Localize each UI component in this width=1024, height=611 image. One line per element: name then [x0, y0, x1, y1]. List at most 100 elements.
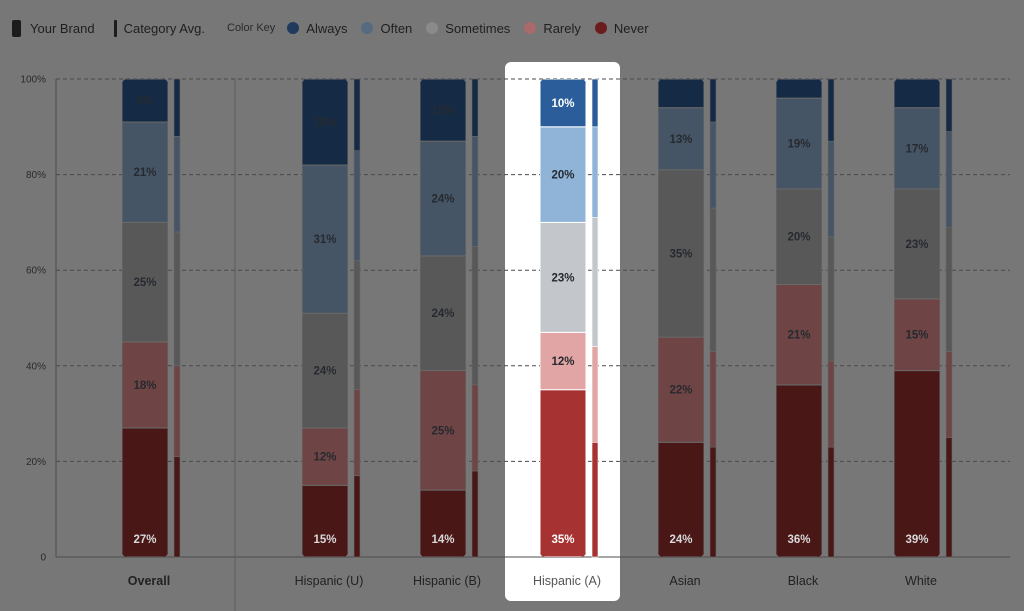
data-label: 12%: [551, 356, 574, 368]
y-tick-label: 0: [40, 553, 46, 564]
category-avg-segment-rarely: [827, 360, 835, 448]
data-label: 15%: [905, 330, 928, 342]
bar-group-hispanic-a: 35% 12% 23% 20% 10% Hispanic (A): [533, 78, 601, 588]
category-avg-segment-rarely: [353, 389, 361, 477]
bar-segment-often: [658, 107, 704, 171]
y-tick-label: 40%: [26, 361, 46, 372]
bar-segment-rarely: [420, 370, 466, 491]
data-label: 14%: [431, 534, 454, 546]
x-category-label: White: [905, 574, 937, 588]
category-avg-segment-rarely: [471, 384, 479, 472]
never-dot: [594, 22, 607, 34]
data-label: 20%: [551, 170, 574, 182]
data-label: 9%: [137, 96, 154, 108]
y-tick-label: 100%: [20, 75, 46, 86]
data-label: 25%: [133, 277, 156, 289]
category-avg-segment-often: [709, 121, 717, 209]
data-label: 35%: [669, 248, 692, 260]
category-avg-segment-rarely: [173, 365, 181, 457]
category-avg-segment-often: [827, 140, 835, 238]
bar-segment-sometimes: [420, 255, 466, 372]
data-label: 13%: [431, 105, 454, 117]
bar-segment-rarely: [540, 331, 586, 391]
category-avg-segment-always: [591, 78, 599, 128]
data-label: 24%: [431, 308, 454, 320]
category-avg-segment-sometimes: [353, 260, 361, 391]
bar-group-overall: 27% 18% 25% 21% 9% Overall: [122, 78, 181, 588]
category-avg-segment-rarely: [945, 351, 953, 438]
bar-group-black: 36% 21% 20% 19% Black: [776, 78, 835, 588]
y-tick-label: 80%: [26, 170, 46, 181]
x-category-label: Hispanic (U): [295, 574, 364, 588]
bar-segment-often: [776, 97, 822, 190]
bar-segment-sometimes: [540, 221, 586, 333]
bar-segment-never: [540, 389, 586, 557]
legend-entry-sometimes: Sometimes: [426, 21, 510, 36]
data-label: 23%: [551, 272, 574, 284]
category-avg-segment-never: [173, 456, 181, 558]
data-label: 15%: [313, 534, 336, 546]
category-avg-segment-rarely: [709, 351, 717, 448]
category-avg-segment-always: [173, 78, 181, 137]
legend-entry-always: Always: [287, 21, 347, 36]
category-avg-segment-sometimes: [591, 217, 599, 347]
bar-segment-sometimes: [302, 312, 348, 429]
category-avg-segment-never: [591, 441, 599, 558]
bar-segment-always: [540, 79, 586, 128]
sometimes-dot: [426, 22, 439, 34]
bar-group-hispanic-u: 15% 12% 24% 31% 18% Hispanic (U): [295, 78, 364, 588]
data-label: 27%: [133, 534, 156, 546]
bar-segment-never: [122, 427, 168, 557]
category-avg-segment-never: [945, 437, 953, 558]
category-avg-segment-never: [827, 446, 835, 558]
x-category-label: Hispanic (B): [413, 574, 481, 588]
legend-entry-often: Often: [361, 21, 412, 36]
data-label: 21%: [787, 330, 810, 342]
data-label: 20%: [787, 232, 810, 244]
category-avg-segment-often: [945, 131, 953, 228]
bar-segment-always: [776, 79, 822, 99]
color-key-label: Color Key: [227, 22, 276, 34]
category-avg-segment-always: [353, 78, 361, 151]
bar-segment-often: [894, 107, 940, 190]
category-avg-segment-sometimes: [709, 207, 717, 352]
category-avg-segment-rarely: [591, 346, 599, 443]
y-tick-label: 20%: [26, 457, 46, 468]
always-dot: [287, 22, 300, 34]
bar-segment-never: [894, 370, 940, 557]
category-avg-segment-often: [353, 150, 361, 261]
bar-group-hispanic-b: 14% 25% 24% 24% 13% Hispanic (B): [413, 78, 481, 588]
bar-segment-rarely: [122, 341, 168, 429]
rarely-dot: [524, 22, 537, 34]
category-avg-segment-sometimes: [173, 231, 181, 367]
bar-segment-never: [776, 384, 822, 557]
category-avg-segment-sometimes: [471, 246, 479, 386]
category-avg-segment-never: [709, 446, 717, 558]
category-avg-segment-often: [591, 126, 599, 218]
data-label: 18%: [313, 117, 336, 129]
data-label: 17%: [905, 143, 928, 155]
data-label: 24%: [313, 366, 336, 378]
legend-entry-never: Never: [594, 21, 649, 36]
data-label: 24%: [669, 534, 692, 546]
data-label: 19%: [787, 139, 810, 151]
your-brand-label: Your Brand: [30, 20, 95, 36]
bar-segment-always: [420, 79, 466, 142]
category-avg-segment-sometimes: [827, 236, 835, 362]
x-category-label: Overall: [128, 574, 170, 588]
data-label: 18%: [133, 380, 156, 392]
x-category-label: Asian: [669, 574, 700, 588]
legend-entry-rarely: Rarely: [524, 21, 581, 36]
x-category-label: Black: [788, 574, 819, 588]
bar-segment-sometimes: [658, 169, 704, 338]
data-label: 10%: [551, 98, 574, 110]
often-dot: [361, 22, 374, 34]
bar-group-white: 39% 15% 23% 17% White: [894, 78, 953, 588]
category-avg-segment-sometimes: [945, 226, 953, 352]
category-avg-segment-always: [827, 78, 835, 142]
data-label: 25%: [431, 425, 454, 437]
data-label: 39%: [905, 534, 928, 546]
data-label: 12%: [313, 452, 336, 464]
data-label: 23%: [905, 239, 928, 251]
